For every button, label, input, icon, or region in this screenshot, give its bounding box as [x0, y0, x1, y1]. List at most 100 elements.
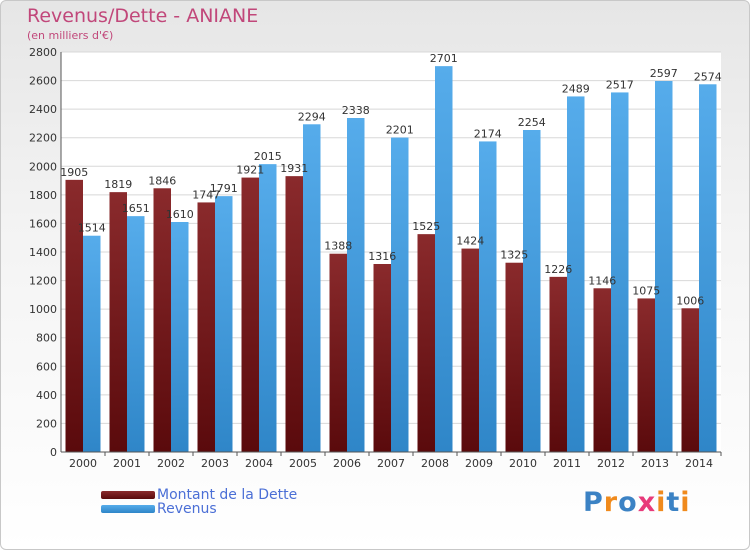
value-label-dette: 1226	[544, 263, 572, 276]
x-tick-label: 2004	[245, 457, 273, 470]
y-tick-label: 0	[50, 446, 57, 459]
value-label-dette: 1747	[192, 188, 220, 201]
bar-dette	[65, 179, 83, 452]
bar-dette	[461, 248, 479, 452]
bar-dette	[373, 264, 391, 452]
y-tick-label: 1800	[29, 189, 57, 202]
value-label-dette: 1325	[500, 249, 528, 262]
bar-revenus	[435, 66, 453, 453]
y-tick-label: 1200	[29, 275, 57, 288]
x-tick-label: 2000	[69, 457, 97, 470]
bar-dette	[285, 176, 303, 452]
logo-letter: x	[637, 487, 657, 518]
bar-revenus	[655, 81, 673, 452]
bar-dette	[241, 177, 259, 453]
bar-dette	[593, 288, 611, 452]
logo-letter: i	[680, 487, 691, 518]
bar-dette	[549, 276, 567, 452]
x-tick-label: 2005	[289, 457, 317, 470]
value-label-revenus: 2338	[342, 104, 370, 117]
bar-revenus	[699, 84, 717, 453]
bar-revenus	[259, 164, 277, 452]
value-label-dette: 1316	[368, 250, 396, 263]
x-tick-label: 2006	[333, 457, 361, 470]
logo-letter: o	[618, 487, 638, 518]
x-tick-label: 2009	[465, 457, 493, 470]
bars-layer	[65, 66, 717, 453]
bar-dette	[109, 192, 127, 452]
value-label-dette: 1075	[632, 284, 660, 297]
bar-revenus	[303, 124, 321, 453]
value-label-dette: 1921	[236, 164, 264, 177]
y-tick-label: 2400	[29, 103, 57, 116]
y-tick-label: 400	[36, 389, 57, 402]
value-label-revenus: 2201	[386, 124, 414, 137]
value-label-revenus: 1791	[210, 182, 238, 195]
value-label-revenus: 2489	[562, 82, 590, 95]
value-label-dette: 1424	[456, 235, 484, 248]
legend-label-revenus: Revenus	[157, 501, 217, 517]
value-label-dette: 1525	[412, 220, 440, 233]
value-label-dette: 1819	[104, 178, 132, 191]
value-label-revenus: 2015	[254, 150, 282, 163]
value-label-revenus: 2597	[650, 67, 678, 80]
bar-dette	[329, 253, 347, 452]
x-tick-label: 2001	[113, 457, 141, 470]
logo-letter: t	[666, 487, 681, 518]
x-tick-label: 2003	[201, 457, 229, 470]
value-label-revenus: 1651	[122, 202, 150, 215]
x-tick-label: 2008	[421, 457, 449, 470]
bar-dette	[637, 298, 655, 452]
logo-letter: P	[583, 487, 604, 518]
bar-dette	[505, 262, 523, 452]
y-tick-label: 2800	[29, 46, 57, 59]
value-label-revenus: 2254	[518, 116, 546, 129]
bar-revenus	[523, 130, 541, 452]
legend-swatch-dette	[101, 491, 155, 499]
value-label-revenus: 2174	[474, 127, 502, 140]
value-label-revenus: 2701	[430, 52, 458, 65]
logo-letter: r	[603, 487, 619, 518]
x-tick-label: 2014	[685, 457, 713, 470]
y-tick-label: 2000	[29, 160, 57, 173]
y-tick-label: 1000	[29, 303, 57, 316]
chart-title: Revenus/Dette - ANIANE	[27, 5, 259, 27]
bar-revenus	[479, 141, 497, 452]
y-tick-label: 600	[36, 360, 57, 373]
logo-letter: i	[656, 487, 667, 518]
y-tick-label: 200	[36, 417, 57, 430]
axis-layer: 0 200 400 600 800 1000 1200 1400 1600 1800 2000 220…	[29, 46, 722, 470]
y-tick-label: 2600	[29, 75, 57, 88]
y-tick-label: 1600	[29, 217, 57, 230]
x-tick-label: 2013	[641, 457, 669, 470]
value-label-revenus: 2517	[606, 78, 634, 91]
y-tick-label: 2200	[29, 132, 57, 145]
y-tick-label: 1400	[29, 246, 57, 259]
bar-revenus	[127, 216, 145, 452]
bar-revenus	[391, 137, 409, 453]
value-label-dette: 1931	[280, 162, 308, 175]
chart-subtitle: (en milliers d'€)	[27, 29, 114, 42]
bar-dette	[197, 202, 215, 452]
value-label-dette: 1388	[324, 240, 352, 253]
value-label-dette: 1905	[60, 166, 88, 179]
y-tick-label: 800	[36, 332, 57, 345]
bar-revenus	[611, 92, 629, 452]
bar-revenus	[347, 118, 365, 452]
bar-dette	[681, 308, 699, 452]
x-tick-label: 2012	[597, 457, 625, 470]
value-label-revenus: 1610	[166, 208, 194, 221]
bar-revenus	[567, 96, 585, 452]
value-label-dette: 1846	[148, 174, 176, 187]
bar-revenus	[83, 235, 101, 452]
x-tick-label: 2010	[509, 457, 537, 470]
x-tick-label: 2002	[157, 457, 185, 470]
bar-dette	[417, 234, 435, 452]
legend-label-dette: Montant de la Dette	[157, 487, 298, 503]
value-label-revenus: 2574	[694, 70, 722, 83]
value-label-dette: 1006	[676, 294, 704, 307]
legend-swatch-revenus	[101, 505, 155, 513]
bar-revenus	[215, 196, 233, 452]
